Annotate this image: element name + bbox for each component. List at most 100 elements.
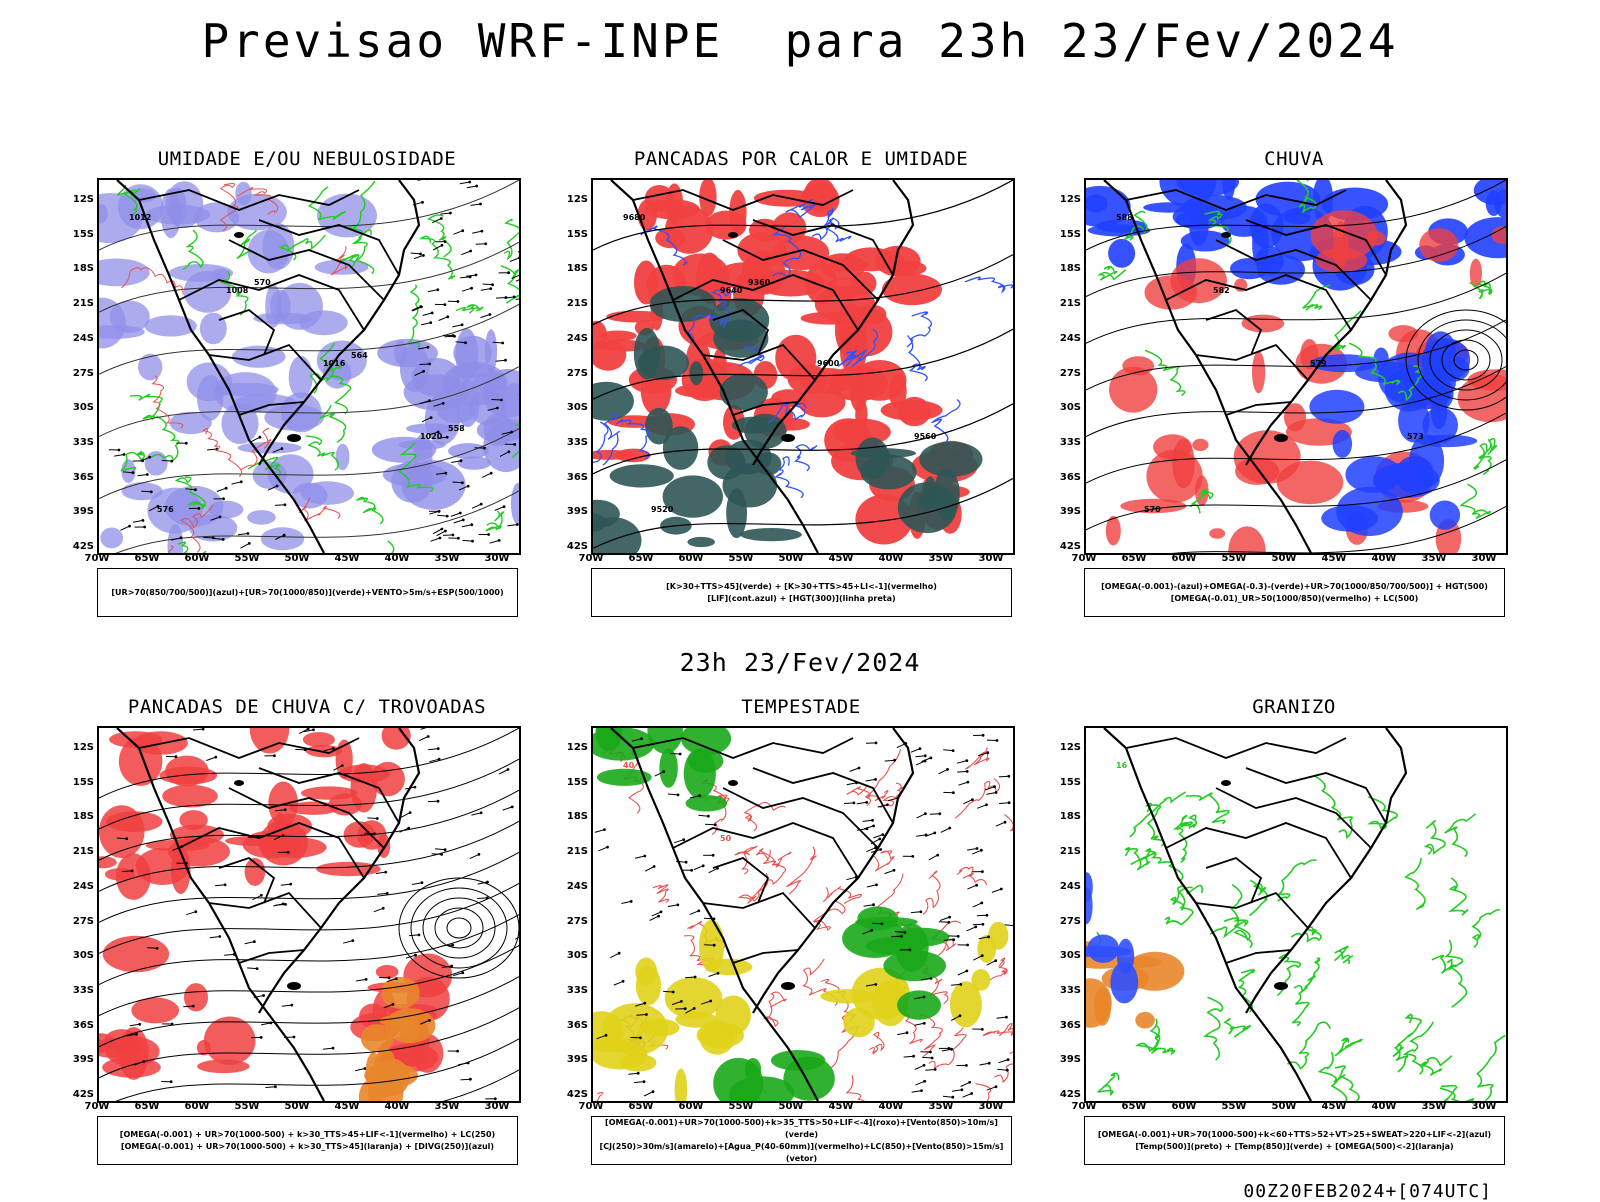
lat-tick-label: 27S [564, 916, 588, 927]
lon-tick-label: 50W [282, 553, 312, 564]
map-plot: 40 50 [593, 728, 1013, 1101]
lon-tick-label: 45W [1319, 1101, 1349, 1112]
main-title: Previsao WRF-INPE para 23h 23/Fev/2024 [0, 14, 1600, 68]
lon-tick-label: 70W [1069, 1101, 1099, 1112]
lat-tick-label: 18S [564, 811, 588, 822]
map-plot: 16 [1086, 728, 1506, 1101]
lon-tick-label: 65W [626, 553, 656, 564]
lon-tick-label: 35W [926, 1101, 956, 1112]
lon-tick-label: 70W [82, 1101, 112, 1112]
lat-tick-label: 24S [564, 333, 588, 344]
contour-label: 570 [1144, 505, 1161, 514]
lat-tick-label: 42S [1057, 541, 1081, 552]
contour-label: 40 [623, 761, 635, 770]
lat-tick-label: 39S [1057, 506, 1081, 517]
lat-tick-label: 21S [70, 298, 94, 309]
lat-tick-label: 15S [70, 229, 94, 240]
lat-tick-label: 33S [1057, 437, 1081, 448]
panel-legend: [UR>70(850/700/500)](azul)+[UR>70(1000/8… [97, 568, 518, 617]
lon-tick-label: 45W [1319, 553, 1349, 564]
lon-tick-label: 55W [1219, 553, 1249, 564]
lon-tick-label: 55W [232, 1101, 262, 1112]
lon-tick-label: 45W [332, 1101, 362, 1112]
lat-tick-label: 33S [70, 437, 94, 448]
lon-tick-label: 60W [1169, 553, 1199, 564]
lat-tick-label: 33S [564, 437, 588, 448]
lat-tick-label: 15S [1057, 777, 1081, 788]
lon-tick-label: 65W [1119, 553, 1149, 564]
panel-legend: [OMEGA(-0.001)-(azul)+OMEGA(-0.3)-(verde… [1084, 568, 1505, 617]
lat-tick-label: 12S [1057, 742, 1081, 753]
lat-tick-label: 18S [564, 263, 588, 274]
panel-title: TEMPESTADE [581, 696, 1021, 718]
lon-tick-label: 65W [626, 1101, 656, 1112]
lat-tick-label: 42S [564, 1089, 588, 1100]
contour-label: 16 [1116, 761, 1128, 770]
legend-line: [OMEGA(-0.001) + UR>70(1000-500) + k>30_… [98, 1141, 517, 1153]
lon-tick-label: 30W [482, 1101, 512, 1112]
forecast-map: 40 50 [591, 726, 1015, 1103]
lat-tick-label: 39S [564, 506, 588, 517]
lon-tick-label: 50W [1269, 553, 1299, 564]
contour-label: 582 [1213, 286, 1230, 295]
contour-label: 1020 [420, 432, 443, 441]
lat-tick-label: 30S [1057, 402, 1081, 413]
lon-tick-label: 50W [776, 1101, 806, 1112]
contour-label: 564 [351, 351, 368, 360]
lon-tick-label: 35W [1419, 1101, 1449, 1112]
lon-tick-label: 30W [1469, 1101, 1499, 1112]
lat-tick-label: 15S [1057, 229, 1081, 240]
lat-tick-label: 33S [70, 985, 94, 996]
lat-tick-label: 39S [1057, 1054, 1081, 1065]
lat-tick-label: 12S [1057, 194, 1081, 205]
lat-tick-label: 42S [1057, 1089, 1081, 1100]
contour-label: 558 [448, 424, 465, 433]
lon-tick-label: 50W [776, 553, 806, 564]
lon-tick-label: 50W [1269, 1101, 1299, 1112]
lat-tick-label: 12S [564, 742, 588, 753]
lat-tick-label: 33S [1057, 985, 1081, 996]
lon-tick-label: 40W [382, 1101, 412, 1112]
lat-tick-label: 27S [564, 368, 588, 379]
lon-tick-label: 55W [1219, 1101, 1249, 1112]
lon-tick-label: 40W [382, 553, 412, 564]
lon-tick-label: 65W [132, 553, 162, 564]
lon-tick-label: 60W [1169, 1101, 1199, 1112]
lat-tick-label: 18S [70, 263, 94, 274]
lat-tick-label: 21S [70, 846, 94, 857]
lon-tick-label: 30W [1469, 553, 1499, 564]
legend-line: [OMEGA(-0.001)+UR>70(1000-500)+k<60+TTS>… [1085, 1129, 1504, 1141]
contour-label: 573 [1407, 432, 1424, 441]
lon-tick-label: 70W [82, 553, 112, 564]
lat-tick-label: 27S [1057, 916, 1081, 927]
lat-tick-label: 39S [564, 1054, 588, 1065]
lat-tick-label: 33S [564, 985, 588, 996]
lon-tick-label: 50W [282, 1101, 312, 1112]
contour-label: 50 [720, 834, 732, 843]
lon-tick-label: 55W [726, 553, 756, 564]
mid-title: 23h 23/Fev/2024 [0, 648, 1600, 677]
legend-line: [Temp(500)](preto) + [Temp(850)](verde) … [1085, 1141, 1504, 1153]
lat-tick-label: 15S [70, 777, 94, 788]
lon-tick-label: 60W [182, 1101, 212, 1112]
lat-tick-label: 36S [1057, 472, 1081, 483]
lon-tick-label: 35W [432, 1101, 462, 1112]
legend-line: [OMEGA(-0.001)-(azul)+OMEGA(-0.3)-(verde… [1085, 581, 1504, 593]
panel-title: UMIDADE E/OU NEBULOSIDADE [87, 148, 527, 170]
lat-tick-label: 42S [70, 1089, 94, 1100]
lon-tick-label: 55W [232, 553, 262, 564]
contour-label: 9680 [623, 213, 646, 222]
lat-tick-label: 21S [564, 846, 588, 857]
panel-title: CHUVA [1074, 148, 1514, 170]
lon-tick-label: 45W [826, 1101, 856, 1112]
lon-tick-label: 65W [1119, 1101, 1149, 1112]
lat-tick-label: 39S [70, 1054, 94, 1065]
contour-label: 9560 [914, 432, 937, 441]
lat-tick-label: 15S [564, 229, 588, 240]
forecast-map [97, 726, 521, 1103]
contour-label: 9360 [748, 278, 771, 287]
lat-tick-label: 36S [70, 472, 94, 483]
lon-tick-label: 35W [432, 553, 462, 564]
